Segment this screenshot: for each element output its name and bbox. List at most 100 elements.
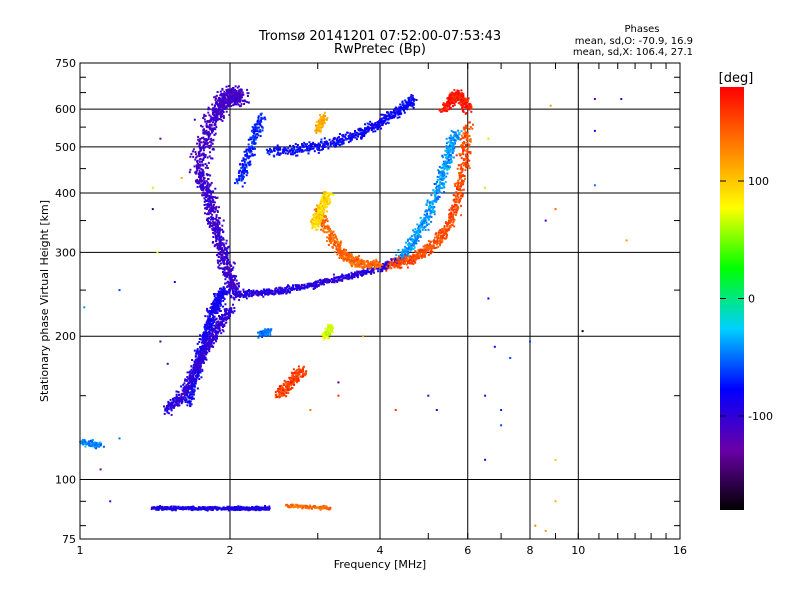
- data-point: [246, 92, 249, 95]
- data-point: [222, 115, 225, 117]
- data-point: [210, 129, 213, 131]
- data-point: [405, 241, 407, 244]
- data-point: [393, 107, 396, 110]
- data-point: [231, 287, 234, 290]
- data-point: [426, 215, 429, 218]
- data-point: [270, 289, 273, 292]
- data-point: [219, 304, 222, 307]
- data-point: [294, 285, 297, 287]
- data-point: [233, 88, 235, 91]
- data-point: [256, 128, 259, 131]
- data-point: [349, 276, 352, 279]
- data-point: [399, 254, 402, 256]
- data-point: [339, 248, 342, 250]
- data-point: [339, 279, 342, 282]
- data-point: [212, 302, 214, 305]
- data-point: [243, 166, 246, 169]
- data-point: [273, 155, 276, 158]
- data-point: [333, 243, 336, 246]
- data-point: [210, 306, 213, 309]
- data-point: [293, 145, 295, 148]
- data-point: [301, 149, 304, 152]
- data-point: [349, 258, 352, 261]
- data-point: [371, 267, 374, 270]
- data-point: [343, 256, 346, 259]
- data-point: [283, 290, 286, 293]
- data-point: [342, 134, 345, 136]
- data-point: [208, 114, 211, 117]
- data-point: [412, 255, 415, 258]
- data-point: [212, 322, 215, 325]
- data-point: [194, 367, 197, 370]
- data-point: [212, 218, 215, 221]
- data-point: [239, 290, 242, 293]
- data-point: [416, 253, 419, 256]
- data-point: [447, 153, 450, 156]
- data-point: [284, 147, 287, 150]
- data-point: [386, 260, 389, 263]
- data-point: [201, 355, 204, 358]
- data-point: [318, 144, 321, 147]
- data-point: [296, 154, 299, 157]
- data-point: [196, 348, 199, 351]
- data-point: [203, 352, 206, 355]
- data-point: [203, 347, 206, 350]
- data-point: [214, 128, 217, 131]
- data-point: [243, 170, 246, 173]
- data-point: [323, 221, 326, 224]
- data-point: [281, 292, 284, 295]
- data-point: [333, 278, 336, 281]
- data-point: [210, 195, 213, 198]
- data-point: [423, 226, 426, 229]
- data-point: [410, 101, 413, 104]
- data-point: [292, 284, 294, 287]
- data-point: [211, 148, 214, 151]
- data-point: [207, 173, 210, 176]
- data-point: [208, 343, 211, 346]
- data-point: [202, 136, 205, 139]
- data-point: [225, 247, 228, 250]
- data-point: [450, 136, 453, 139]
- data-point: [302, 150, 305, 153]
- data-point: [196, 370, 199, 373]
- data-point: [353, 274, 356, 277]
- data-point: [225, 106, 228, 109]
- data-point: [201, 171, 204, 174]
- data-point: [307, 152, 310, 155]
- data-point: [208, 332, 211, 335]
- data-point: [203, 331, 206, 334]
- data-point: [215, 298, 218, 301]
- data-point: [223, 308, 226, 311]
- data-point: [253, 129, 256, 132]
- data-point: [265, 290, 268, 293]
- data-point: [324, 280, 327, 282]
- data-point: [402, 259, 405, 262]
- data-point: [215, 317, 218, 320]
- data-point: [336, 240, 339, 243]
- data-point: [245, 297, 248, 300]
- data-point: [343, 250, 346, 253]
- data-point: [268, 291, 271, 294]
- data-point: [310, 143, 313, 146]
- data-point: [405, 247, 408, 250]
- data-point: [203, 180, 206, 183]
- data-point: [221, 96, 224, 99]
- data-point: [285, 149, 287, 152]
- data-point: [218, 221, 221, 224]
- data-point: [224, 311, 227, 314]
- data-point: [406, 266, 409, 269]
- data-point: [188, 371, 191, 374]
- data-point: [392, 114, 395, 117]
- data-point: [353, 261, 356, 264]
- data-point: [426, 199, 429, 202]
- data-point: [230, 274, 233, 277]
- data-point: [273, 150, 276, 152]
- data-point: [350, 255, 353, 258]
- data-point: [206, 174, 209, 177]
- data-point: [390, 267, 393, 270]
- data-point: [211, 316, 214, 319]
- data-point: [335, 276, 338, 279]
- data-point: [362, 267, 365, 270]
- data-point: [366, 269, 369, 272]
- data-point: [341, 273, 344, 276]
